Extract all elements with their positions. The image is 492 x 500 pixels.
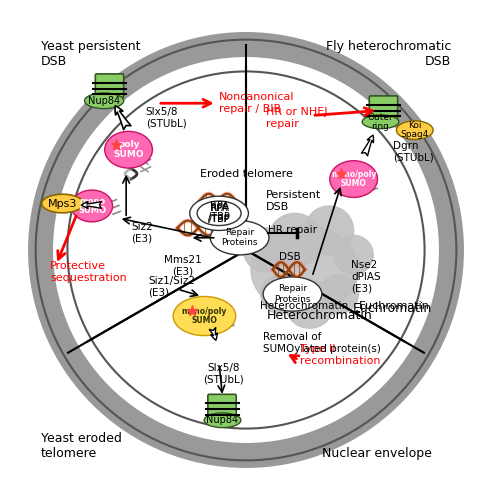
Text: Heterochromatin: Heterochromatin [267,308,372,322]
Text: Outer
ring: Outer ring [368,113,394,131]
Circle shape [305,206,354,255]
Ellipse shape [362,115,399,128]
Text: Slx5/8
(STUbL): Slx5/8 (STUbL) [204,362,245,384]
Circle shape [285,280,334,328]
Text: Noncanonical
repair / BIR: Noncanonical repair / BIR [219,92,295,114]
Text: poly
SUMO: poly SUMO [113,140,144,159]
Ellipse shape [173,296,236,336]
Text: mono/poly
SUMO: mono/poly SUMO [331,170,376,188]
Text: mono
SUMO: mono SUMO [78,196,106,216]
Text: Mms21
(E3): Mms21 (E3) [163,255,201,276]
Text: Koi
Spag4: Koi Spag4 [400,121,429,140]
Text: DSB: DSB [279,252,301,262]
Ellipse shape [71,190,113,222]
Text: Heterochromatin: Heterochromatin [260,302,348,312]
Text: Type II
recombination: Type II recombination [300,344,380,366]
Text: RPA
/TBP: RPA /TBP [208,202,230,224]
FancyBboxPatch shape [208,394,236,418]
Text: Nup84: Nup84 [88,96,120,106]
Text: Nup84: Nup84 [207,415,239,425]
Text: HR repair: HR repair [268,226,317,235]
Ellipse shape [190,196,248,230]
Ellipse shape [197,201,241,226]
Text: Euchromatin: Euchromatin [359,302,430,312]
Text: HR or NHEJ
repair: HR or NHEJ repair [266,107,327,128]
Circle shape [319,274,359,314]
Text: Repair
Proteins: Repair Proteins [221,228,258,248]
Text: RPA
/TBP: RPA /TBP [208,202,230,222]
Text: Repair
Proteins: Repair Proteins [274,284,311,304]
Text: mono/poly
SUMO: mono/poly SUMO [182,306,227,326]
Ellipse shape [251,226,359,314]
Text: RPA
/TBP: RPA /TBP [209,204,229,223]
Ellipse shape [105,132,153,168]
Text: Slx5/8
(STUbL): Slx5/8 (STUbL) [146,107,186,128]
FancyBboxPatch shape [95,74,123,98]
FancyBboxPatch shape [369,96,398,120]
Circle shape [334,236,373,275]
Text: Mps3: Mps3 [48,198,77,208]
Circle shape [261,274,300,314]
Circle shape [268,214,322,267]
Ellipse shape [397,121,433,140]
Ellipse shape [204,413,241,428]
Ellipse shape [210,220,269,255]
Ellipse shape [85,93,123,108]
Text: Removal of
SUMOylated protein(s): Removal of SUMOylated protein(s) [263,332,381,354]
Text: Yeast eroded
telomere: Yeast eroded telomere [40,432,122,460]
Ellipse shape [42,194,83,213]
Circle shape [62,66,430,434]
Text: Siz1/Siz2
(E3): Siz1/Siz2 (E3) [148,276,195,297]
Text: Protective
sequestration: Protective sequestration [50,261,127,283]
Text: Persistent
DSB: Persistent DSB [266,190,321,212]
Text: Dgrn
(STUbL): Dgrn (STUbL) [393,142,433,163]
Text: Euchromatin: Euchromatin [353,302,432,315]
Text: Eroded telomere: Eroded telomere [200,169,292,179]
Text: Nuclear envelope: Nuclear envelope [322,448,432,460]
Text: Siz2
(E3): Siz2 (E3) [131,222,153,244]
Text: Nse2
dPIAS
(E3): Nse2 dPIAS (E3) [351,260,381,294]
Text: Fly heterochromatic
DSB: Fly heterochromatic DSB [326,40,452,68]
Text: Yeast persistent
DSB: Yeast persistent DSB [40,40,140,68]
Ellipse shape [330,160,377,198]
Ellipse shape [263,277,322,311]
Circle shape [244,228,288,272]
